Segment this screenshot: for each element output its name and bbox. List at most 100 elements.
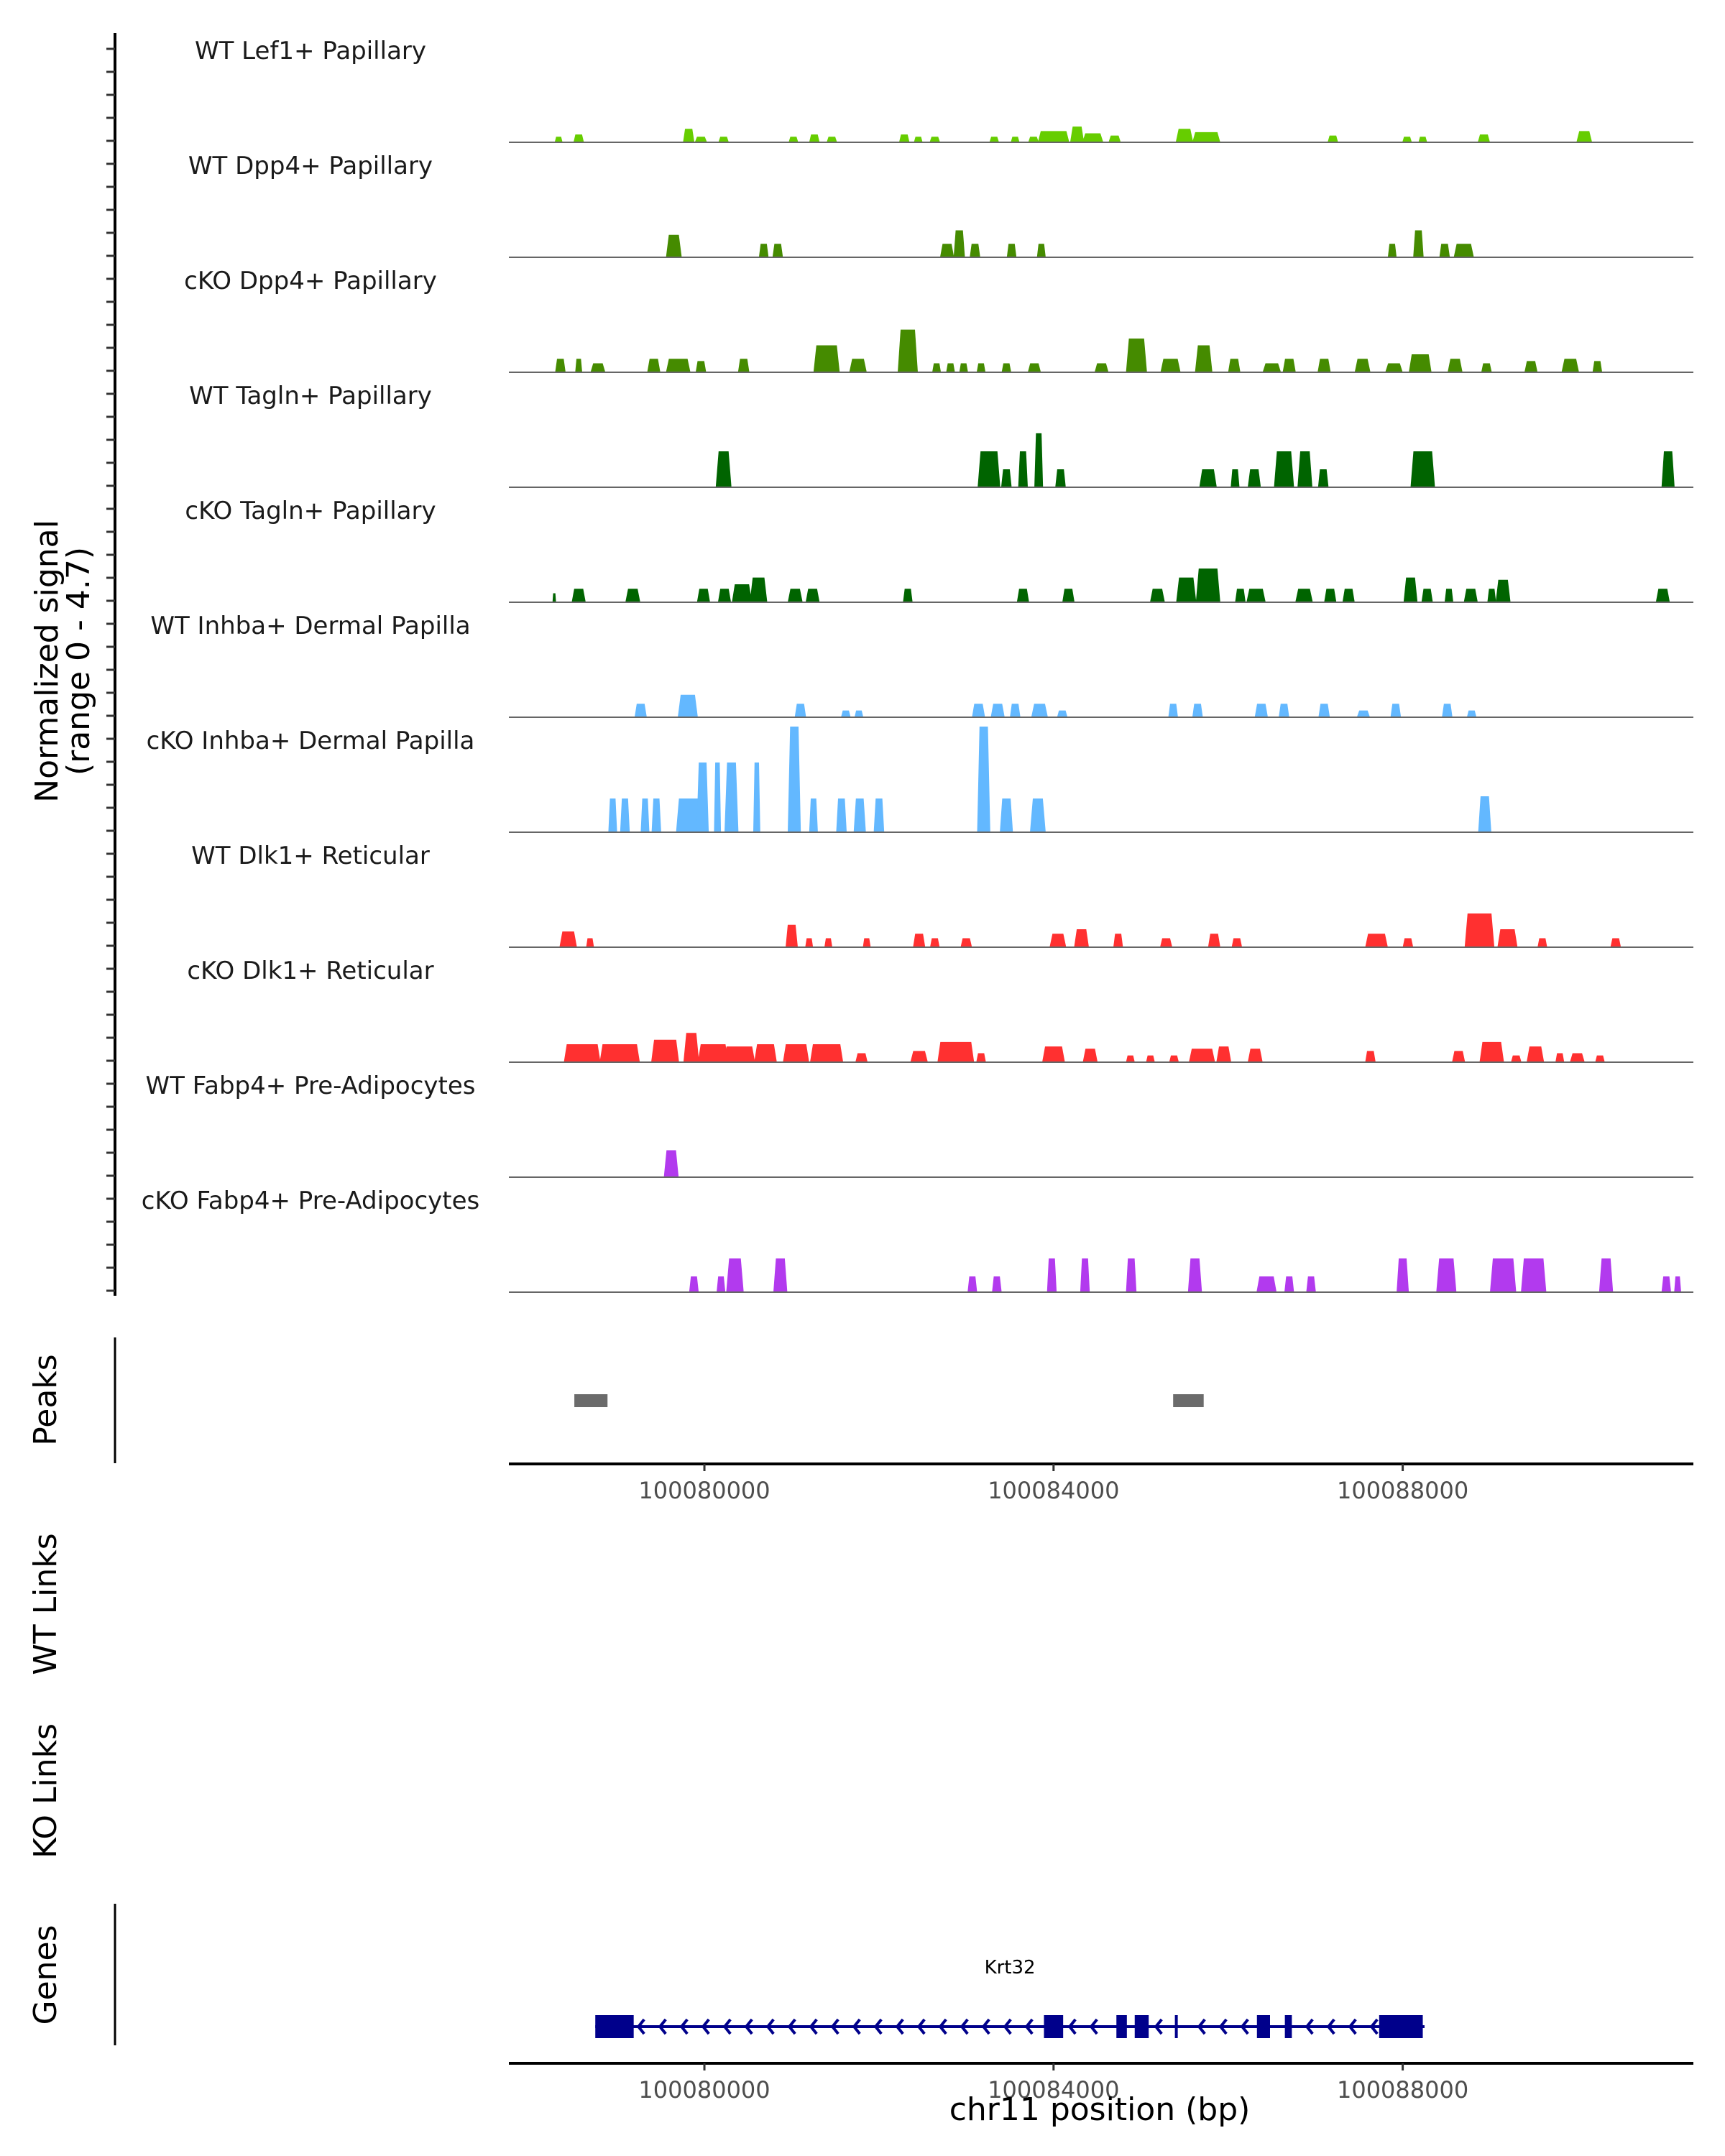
gene-exon [1044, 2015, 1064, 2038]
coverage-peak [696, 589, 710, 602]
strand-arrow-icon [852, 2018, 861, 2035]
coverage-peak [1248, 469, 1261, 487]
coverage-peak [571, 589, 586, 602]
coverage-peak [640, 798, 650, 832]
coverage-peak [1490, 1258, 1517, 1292]
coverage-peak [1365, 1051, 1376, 1062]
coverage-peak [552, 593, 556, 602]
coverage-peak [696, 763, 709, 832]
coverage-peak [1561, 359, 1579, 372]
coverage-track: WT Dlk1+ Reticular [191, 842, 1693, 948]
coverage-peak [732, 584, 753, 602]
coverage-peak [1385, 363, 1403, 372]
strand-arrow-icon [895, 2018, 904, 2035]
track-label: WT Dlk1+ Reticular [191, 842, 430, 870]
strand-arrow-icon [916, 2018, 926, 2035]
coverage-peak [1661, 1276, 1671, 1292]
coverage-peak [1436, 1258, 1457, 1292]
coverage-peak [666, 359, 691, 372]
strand-arrow-icon [1089, 2018, 1098, 2035]
coverage-peak [1262, 363, 1282, 372]
coverage-peak [910, 1051, 928, 1062]
coverage-peak [678, 694, 698, 717]
coverage-peak [970, 244, 980, 257]
coverage-peak [1192, 704, 1203, 717]
coverage-peak [898, 329, 918, 372]
track-label: cKO Dlk1+ Reticular [187, 957, 433, 985]
coverage-peak [718, 137, 729, 142]
coverage-peak [1248, 1049, 1263, 1062]
x-axis-title: chr11 position (bp) [949, 2091, 1251, 2128]
coverage-peak [1160, 938, 1172, 947]
coverage-peak [1046, 1258, 1057, 1292]
track-label: cKO Fabp4+ Pre-Adipocytes [142, 1187, 480, 1215]
coverage-peak [1168, 704, 1178, 717]
coverage-peak [1000, 798, 1013, 832]
coverage-peak [977, 727, 990, 832]
coverage-peak [586, 938, 594, 947]
coverage-peak [590, 363, 606, 372]
coverage-peak [1295, 589, 1313, 602]
coverage-peak [1126, 1258, 1137, 1292]
coverage-peak [1356, 710, 1370, 717]
coverage-peak [990, 704, 1005, 717]
coverage-peak [737, 359, 750, 372]
coverage-peak [992, 1276, 1002, 1292]
coverage-peak [1387, 244, 1397, 257]
strand-arrow-icon [787, 2018, 796, 2035]
strand-arrow-icon [809, 2018, 818, 2035]
track-label: WT Lef1+ Papillary [195, 37, 426, 65]
coverage-peak [1018, 451, 1028, 487]
y-axis-title-line1: Normalized signal [29, 520, 65, 803]
coverage-peak [1042, 1046, 1065, 1062]
coverage-peak [1254, 704, 1268, 717]
coverage-peak [1390, 704, 1402, 717]
coverage-peak [555, 359, 566, 372]
track-label: WT Fabp4+ Pre-Adipocytes [146, 1072, 476, 1100]
strand-arrow-icon [830, 2018, 840, 2035]
coverage-peak [1016, 589, 1029, 602]
gene-exon [595, 2015, 634, 2038]
x-tick-label: 100088000 [1337, 2076, 1468, 2104]
coverage-peak [1365, 934, 1388, 947]
coverage-tracks: WT Lef1+ Papillary WT Dpp4+ Papillary cKO … [142, 37, 1693, 1293]
coverage-peak [903, 589, 913, 602]
coverage-peak [1318, 704, 1330, 717]
coverage-peak [1279, 704, 1289, 717]
ko-links-title: KO Links [27, 1723, 64, 1858]
coverage-peak [1055, 469, 1066, 487]
gene-exon [1284, 2015, 1292, 2038]
coverage-peak [1598, 1258, 1614, 1292]
coverage-peak [930, 938, 940, 947]
coverage-peak [788, 137, 799, 142]
coverage-peak [914, 137, 923, 142]
coverage-peak [978, 451, 1000, 487]
coverage-peak [1282, 359, 1296, 372]
coverage-peak [1082, 1049, 1098, 1062]
coverage-peak [599, 1044, 640, 1062]
coverage-peak [1011, 137, 1020, 142]
coverage-peak [1661, 451, 1675, 487]
coverage-peak [1094, 363, 1109, 372]
coverage-peak [1297, 451, 1312, 487]
coverage-peak [989, 137, 999, 142]
coverage-peak [695, 361, 707, 372]
coverage-peak [694, 137, 707, 142]
coverage-peak [1453, 244, 1474, 257]
coverage-peak [1495, 579, 1511, 602]
coverage-track: cKO Fabp4+ Pre-Adipocytes [142, 1187, 1693, 1293]
coverage-peak [1592, 361, 1603, 372]
coverage-peak [1228, 359, 1241, 372]
coverage-peak [1524, 361, 1538, 372]
coverage-peak [788, 589, 803, 602]
coverage-peak [946, 363, 955, 372]
coverage-peak [855, 1053, 868, 1062]
strand-arrow-icon [1003, 2018, 1012, 2035]
coverage-peak [750, 577, 768, 602]
track-label: cKO Tagln+ Papillary [185, 497, 436, 525]
coverage-peak [608, 798, 617, 832]
coverage-peak [1235, 589, 1246, 602]
coverage-peak [651, 798, 661, 832]
coverage-peak [723, 1046, 755, 1062]
